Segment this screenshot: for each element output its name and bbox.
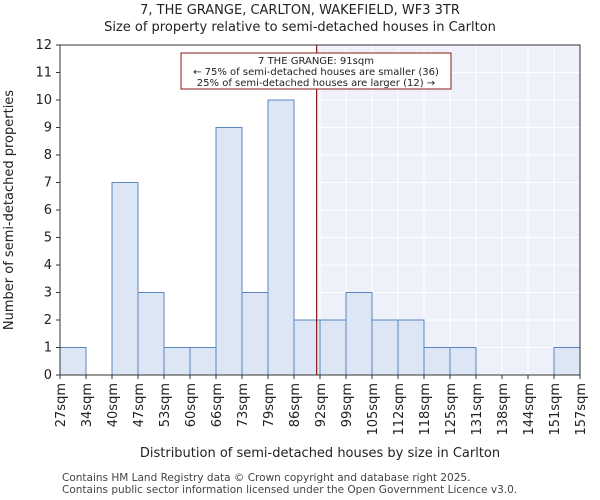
x-tick-label: 47sqm <box>132 383 147 427</box>
bar <box>59 347 87 376</box>
y-tick-label: 2 <box>44 313 52 328</box>
bar <box>345 292 373 376</box>
bar <box>449 347 477 376</box>
bar <box>397 319 425 376</box>
bar <box>189 347 217 376</box>
x-tick-label: 79sqm <box>262 383 277 427</box>
bar <box>371 319 399 376</box>
x-tick-label: 53sqm <box>158 383 173 427</box>
y-tick-label: 8 <box>44 148 52 163</box>
x-tick-label: 27sqm <box>54 383 69 427</box>
x-tick-label: 151sqm <box>548 383 563 436</box>
y-tick-label: 9 <box>44 121 52 136</box>
x-tick-label: 105sqm <box>366 383 381 436</box>
chart-title: 7, THE GRANGE, CARLTON, WAKEFIELD, WF3 3… <box>140 3 460 18</box>
x-tick-label: 34sqm <box>80 383 95 427</box>
bar <box>137 292 165 376</box>
bar <box>553 347 581 376</box>
x-tick-label: 118sqm <box>418 383 433 436</box>
x-tick-label: 157sqm <box>574 383 589 436</box>
x-tick-label: 112sqm <box>392 383 407 436</box>
chart-subtitle: Size of property relative to semi-detach… <box>104 20 496 35</box>
x-tick-label: 144sqm <box>522 383 537 436</box>
x-tick-label: 60sqm <box>184 383 199 427</box>
bar <box>215 127 243 376</box>
x-axis-label: Distribution of semi-detached houses by … <box>140 446 500 461</box>
bar <box>319 319 347 376</box>
bar <box>423 347 451 376</box>
footer-line-1: Contains HM Land Registry data © Crown c… <box>62 472 471 484</box>
y-tick-label: 7 <box>44 176 52 191</box>
footer-line-2: Contains public sector information licen… <box>62 484 518 496</box>
y-tick-label: 5 <box>44 231 52 246</box>
bar <box>111 182 139 376</box>
y-tick-label: 10 <box>35 93 52 108</box>
x-tick-label: 99sqm <box>340 383 355 427</box>
x-tick-label: 40sqm <box>106 383 121 427</box>
bar <box>241 292 269 376</box>
x-tick-label: 86sqm <box>288 383 303 427</box>
x-tick-label: 125sqm <box>444 383 459 436</box>
annotation-line-2: ← 75% of semi-detached houses are smalle… <box>193 67 439 78</box>
annotation-line-3: 25% of semi-detached houses are larger (… <box>197 78 435 89</box>
y-tick-label: 6 <box>44 203 52 218</box>
y-axis-label: Number of semi-detached properties <box>2 90 17 330</box>
x-tick-label: 92sqm <box>314 383 329 427</box>
y-tick-label: 4 <box>44 258 52 273</box>
y-tick-label: 0 <box>44 368 52 383</box>
bar <box>267 99 295 376</box>
y-tick-label: 11 <box>35 66 52 81</box>
x-tick-label: 138sqm <box>496 383 511 436</box>
annotation-box <box>180 52 452 90</box>
x-tick-label: 131sqm <box>470 383 485 436</box>
x-tick-label: 73sqm <box>236 383 251 427</box>
x-tick-label: 66sqm <box>210 383 225 427</box>
y-tick-label: 1 <box>44 341 52 356</box>
y-tick-label: 12 <box>35 38 52 53</box>
y-tick-label: 3 <box>44 286 52 301</box>
bar <box>163 347 191 376</box>
annotation-line-1: 7 THE GRANGE: 91sqm <box>258 56 374 67</box>
